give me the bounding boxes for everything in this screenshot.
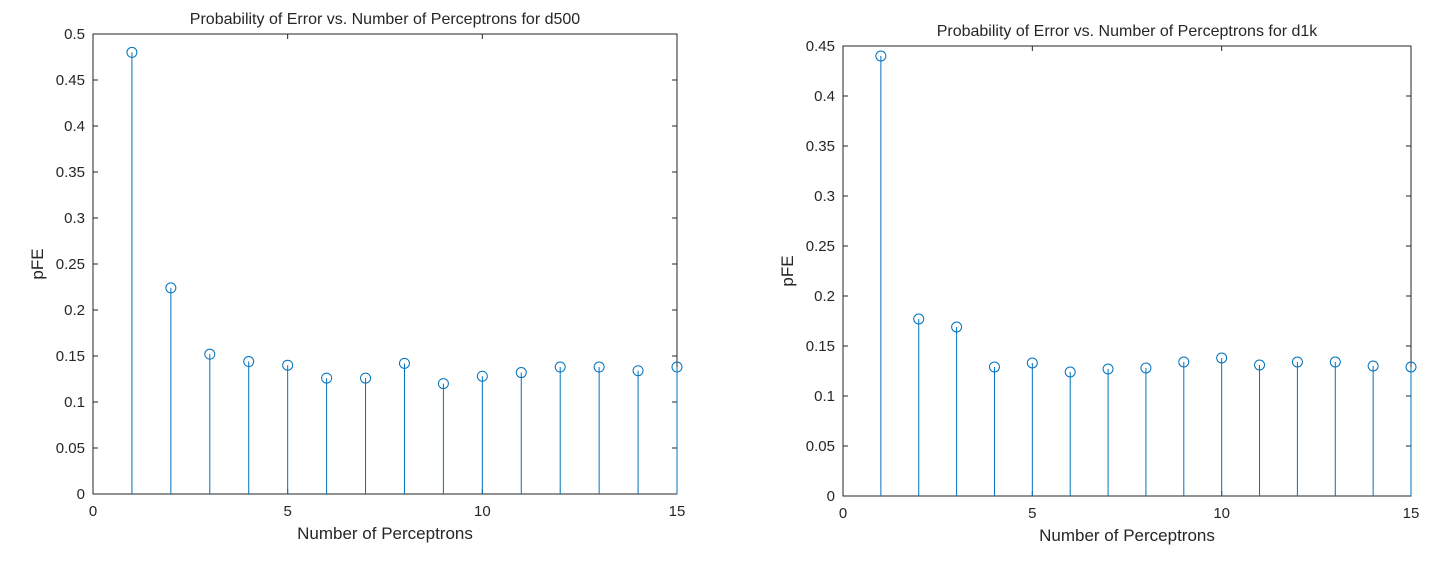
x-axis-label: Number of Perceptrons xyxy=(297,524,473,543)
x-tick-label: 10 xyxy=(474,503,491,520)
stem-marker xyxy=(1329,356,1341,368)
y-tick-label: 0.5 xyxy=(64,26,85,43)
stem-marker xyxy=(243,356,255,368)
stem-marker xyxy=(1216,352,1228,364)
stem-marker xyxy=(476,370,488,382)
stem-marker xyxy=(951,321,963,333)
stem-marker xyxy=(437,378,449,390)
stem-marker xyxy=(1254,359,1266,371)
y-tick-label: 0.2 xyxy=(64,302,85,319)
chart-title: Probability of Error vs. Number of Perce… xyxy=(190,11,580,28)
stem-marker xyxy=(398,357,410,369)
y-tick-label: 0.4 xyxy=(64,118,85,135)
chart-d500: 0 0.05 0.1 0.15 0.2 0.25 0.3 0.35 0.4 0.45 0.5 0 5 10… xyxy=(28,11,685,543)
y-tick-label: 0.1 xyxy=(64,394,85,411)
x-axis-label: Number of Perceptrons xyxy=(1039,526,1215,545)
y-tick-label: 0.1 xyxy=(814,388,835,405)
x-tick-label: 0 xyxy=(89,503,97,520)
y-tick-label: 0.25 xyxy=(56,256,85,273)
stem-marker xyxy=(1026,357,1038,369)
y-tick-label: 0 xyxy=(77,486,85,503)
y-axis-label: pFE xyxy=(28,248,47,279)
stem-marker xyxy=(282,359,294,371)
x-tick-label: 0 xyxy=(839,505,847,522)
y-tick-label: 0.35 xyxy=(56,164,85,181)
stem-marker xyxy=(671,361,683,373)
x-tick-label: 15 xyxy=(669,503,686,520)
y-tick-label: 0.2 xyxy=(814,288,835,305)
y-tick-label: 0.05 xyxy=(56,440,85,457)
y-axis-label: pFE xyxy=(778,255,797,286)
stem-marker xyxy=(1367,360,1379,372)
stem-marker xyxy=(1178,356,1190,368)
y-tick-label: 0.15 xyxy=(806,338,835,355)
stem-marker xyxy=(1102,363,1114,375)
stem-marker xyxy=(1405,361,1417,373)
stem-marker xyxy=(126,46,138,58)
y-tick-label: 0.3 xyxy=(64,210,85,227)
stem-marker xyxy=(1064,366,1076,378)
stem-marker xyxy=(515,367,527,379)
stem-marker xyxy=(1291,356,1303,368)
y-tick-label: 0.3 xyxy=(814,188,835,205)
y-tick-label: 0.05 xyxy=(806,438,835,455)
stem-marker xyxy=(913,313,925,325)
stem-marker xyxy=(875,50,887,62)
y-tick-label: 0.35 xyxy=(806,138,835,155)
stem-marker xyxy=(165,282,177,294)
stem-marker xyxy=(593,361,605,373)
x-tick-label: 10 xyxy=(1213,505,1230,522)
x-tick-label: 5 xyxy=(1028,505,1036,522)
y-tick-label: 0.45 xyxy=(806,38,835,55)
chart-title: Probability of Error vs. Number of Perce… xyxy=(937,23,1319,40)
x-tick-label: 15 xyxy=(1403,505,1420,522)
stem-marker xyxy=(554,361,566,373)
y-tick-label: 0 xyxy=(827,488,835,505)
y-tick-label: 0.25 xyxy=(806,238,835,255)
stem-marker xyxy=(1140,362,1152,374)
axes-box xyxy=(92,33,678,495)
x-tick-label: 5 xyxy=(283,503,291,520)
stem-marker xyxy=(204,348,216,360)
chart-d1k: 0 0.05 0.1 0.15 0.2 0.25 0.3 0.35 0.4 0.45 0 5 10 15 P… xyxy=(778,23,1419,545)
y-tick-label: 0.4 xyxy=(814,88,835,105)
stem-marker xyxy=(632,365,644,377)
stem-marker xyxy=(988,361,1000,373)
axes-box xyxy=(842,45,1412,497)
y-tick-label: 0.15 xyxy=(56,348,85,365)
stem-marker xyxy=(321,372,333,384)
stem-marker xyxy=(360,372,372,384)
y-tick-label: 0.45 xyxy=(56,72,85,89)
